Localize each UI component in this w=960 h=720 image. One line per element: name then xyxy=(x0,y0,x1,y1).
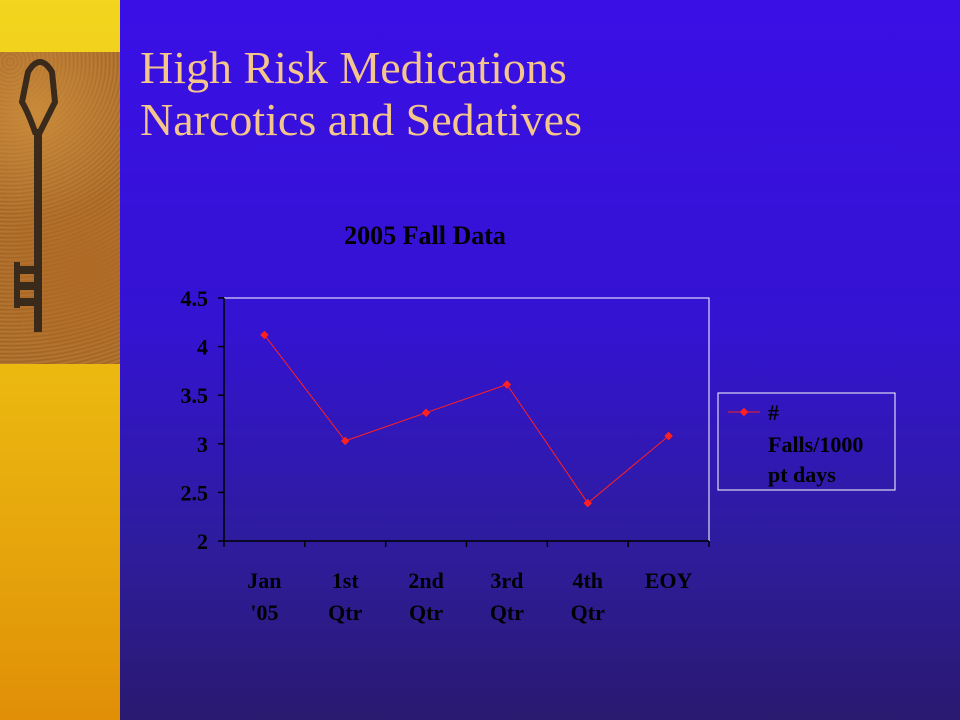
legend-line-3: pt days xyxy=(768,462,836,487)
x-tick-label: 1st xyxy=(332,568,360,593)
x-axis-ticks: Jan '05 1st Qtr 2nd Qtr 3rd Qtr 4th Qtr EOY xyxy=(223,541,710,625)
x-tick-label: Qtr xyxy=(409,600,443,625)
data-point xyxy=(421,408,431,417)
title-line-2: Narcotics and Sedatives xyxy=(140,94,582,145)
legend-line-1: # xyxy=(768,400,779,425)
y-tick-label: 2.5 xyxy=(181,480,209,505)
legend-line-2: Falls/1000 xyxy=(768,432,863,457)
y-tick-label: 4 xyxy=(197,335,208,360)
legend: # Falls/1000 pt days xyxy=(717,392,896,491)
data-point xyxy=(583,498,592,508)
plot-area xyxy=(223,297,710,542)
x-tick-label: 4th xyxy=(572,568,603,593)
legend-marker xyxy=(739,407,749,417)
x-tick-label: 2nd xyxy=(408,568,443,593)
x-tick-label: Qtr xyxy=(571,600,605,625)
chart-title: 2005 Fall Data xyxy=(344,221,506,250)
x-tick-label: 3rd xyxy=(490,568,523,593)
legend-box xyxy=(717,392,896,491)
y-tick-label: 2 xyxy=(197,529,208,554)
slide-title: High Risk Medications Narcotics and Seda… xyxy=(140,42,582,146)
y-axis-ticks: 2 2.5 3 3.5 4 4.5 xyxy=(181,286,224,554)
x-tick-label: EOY xyxy=(645,568,693,593)
y-tick-label: 3 xyxy=(197,432,208,457)
data-point xyxy=(341,436,350,446)
y-tick-label: 3.5 xyxy=(181,383,209,408)
key-icon xyxy=(14,59,59,332)
data-point xyxy=(664,431,673,441)
x-tick-label: Jan xyxy=(247,568,281,593)
data-point xyxy=(260,330,269,340)
title-line-1: High Risk Medications xyxy=(140,42,567,93)
data-point xyxy=(502,380,512,389)
x-tick-label: '05 xyxy=(250,600,278,625)
x-tick-label: Qtr xyxy=(490,600,524,625)
x-tick-label: Qtr xyxy=(328,600,362,625)
key-image xyxy=(0,52,120,364)
y-tick-label: 4.5 xyxy=(181,286,209,311)
series-line xyxy=(264,334,669,504)
series-falls xyxy=(260,330,673,508)
